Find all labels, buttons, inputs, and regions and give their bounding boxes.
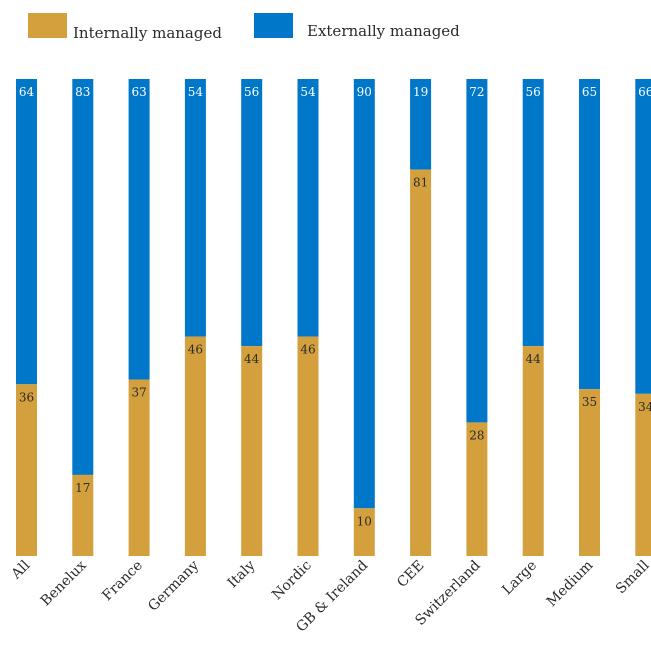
category-label-germany: Germany xyxy=(145,557,202,614)
data-label-externally-managed-switzerland: 72 xyxy=(469,85,484,99)
legend-swatch-externally-managed xyxy=(254,13,293,38)
data-label-internally-managed-germany: 46 xyxy=(188,343,203,357)
legend-swatch-internally-managed xyxy=(28,13,67,38)
category-label-cee: CEE xyxy=(394,558,427,591)
data-label-internally-managed-switzerland: 28 xyxy=(469,428,484,442)
data-label-internally-managed-benelux: 17 xyxy=(75,481,90,495)
data-label-externally-managed-benelux: 83 xyxy=(75,85,90,99)
bar-externally-managed-gb-ireland xyxy=(353,79,375,509)
bar-internally-managed-italy xyxy=(241,346,263,556)
data-label-externally-managed-all: 64 xyxy=(19,85,35,99)
category-label-benelux: Benelux xyxy=(38,557,90,609)
data-label-internally-managed-all: 36 xyxy=(19,390,34,404)
data-label-internally-managed-gb-ireland: 10 xyxy=(357,514,372,528)
bar-internally-managed-gb-ireland xyxy=(353,508,375,556)
bar-internally-managed-switzerland xyxy=(466,422,488,556)
bar-internally-managed-large xyxy=(522,346,544,556)
bar-externally-managed-all xyxy=(16,79,37,385)
data-label-externally-managed-germany: 54 xyxy=(188,85,204,99)
data-label-internally-managed-large: 44 xyxy=(526,352,542,366)
bar-internally-managed-small xyxy=(635,393,651,556)
bar-internally-managed-germany xyxy=(184,336,206,556)
bar-externally-managed-france xyxy=(128,79,150,380)
bar-externally-managed-cee xyxy=(410,79,432,170)
category-label-all: All xyxy=(8,557,34,583)
data-label-externally-managed-large: 56 xyxy=(526,85,541,99)
bar-externally-managed-medium xyxy=(579,79,600,390)
category-label-large: Large xyxy=(499,558,540,599)
bar-internally-managed-nordic xyxy=(297,336,319,556)
data-label-externally-managed-medium: 65 xyxy=(582,85,597,99)
data-label-externally-managed-nordic: 54 xyxy=(300,85,316,99)
bar-internally-managed-cee xyxy=(410,169,432,556)
bar-externally-managed-benelux xyxy=(72,79,94,475)
data-label-internally-managed-medium: 35 xyxy=(582,395,597,409)
category-label-small: Small xyxy=(613,557,651,597)
bar-externally-managed-germany xyxy=(184,79,206,337)
legend-label-externally-managed: Externally managed xyxy=(307,22,460,40)
data-label-internally-managed-italy: 44 xyxy=(244,352,260,366)
category-label-medium: Medium xyxy=(544,558,597,611)
bar-externally-managed-italy xyxy=(241,79,263,347)
data-label-externally-managed-cee: 19 xyxy=(413,85,428,99)
data-label-internally-managed-france: 37 xyxy=(131,386,146,400)
data-label-internally-managed-nordic: 46 xyxy=(300,343,315,357)
bar-externally-managed-switzerland xyxy=(466,79,488,423)
bar-internally-managed-all xyxy=(16,384,37,556)
bar-externally-managed-small xyxy=(635,79,651,394)
bar-internally-managed-france xyxy=(128,379,150,556)
bar-externally-managed-large xyxy=(522,79,544,347)
bar-internally-managed-benelux xyxy=(72,474,94,556)
category-label-france: France xyxy=(99,558,146,605)
category-label-italy: Italy xyxy=(225,557,259,591)
plot-area: 64 36 All 83 17 Benelux 63 37 France 54 46 Germany 5… xyxy=(8,79,651,635)
data-label-externally-managed-small: 66 xyxy=(638,85,651,99)
bar-externally-managed-nordic xyxy=(297,79,319,337)
legend: Internally managed Externally managed xyxy=(28,13,460,42)
data-label-externally-managed-italy: 56 xyxy=(244,85,259,99)
category-label-nordic: Nordic xyxy=(269,557,315,603)
data-label-externally-managed-gb-ireland: 90 xyxy=(357,85,372,99)
legend-label-internally-managed: Internally managed xyxy=(73,24,222,42)
data-label-externally-managed-france: 63 xyxy=(131,85,146,99)
data-label-internally-managed-small: 34 xyxy=(638,400,651,414)
bar-internally-managed-medium xyxy=(579,389,600,556)
data-label-internally-managed-cee: 81 xyxy=(413,176,428,190)
